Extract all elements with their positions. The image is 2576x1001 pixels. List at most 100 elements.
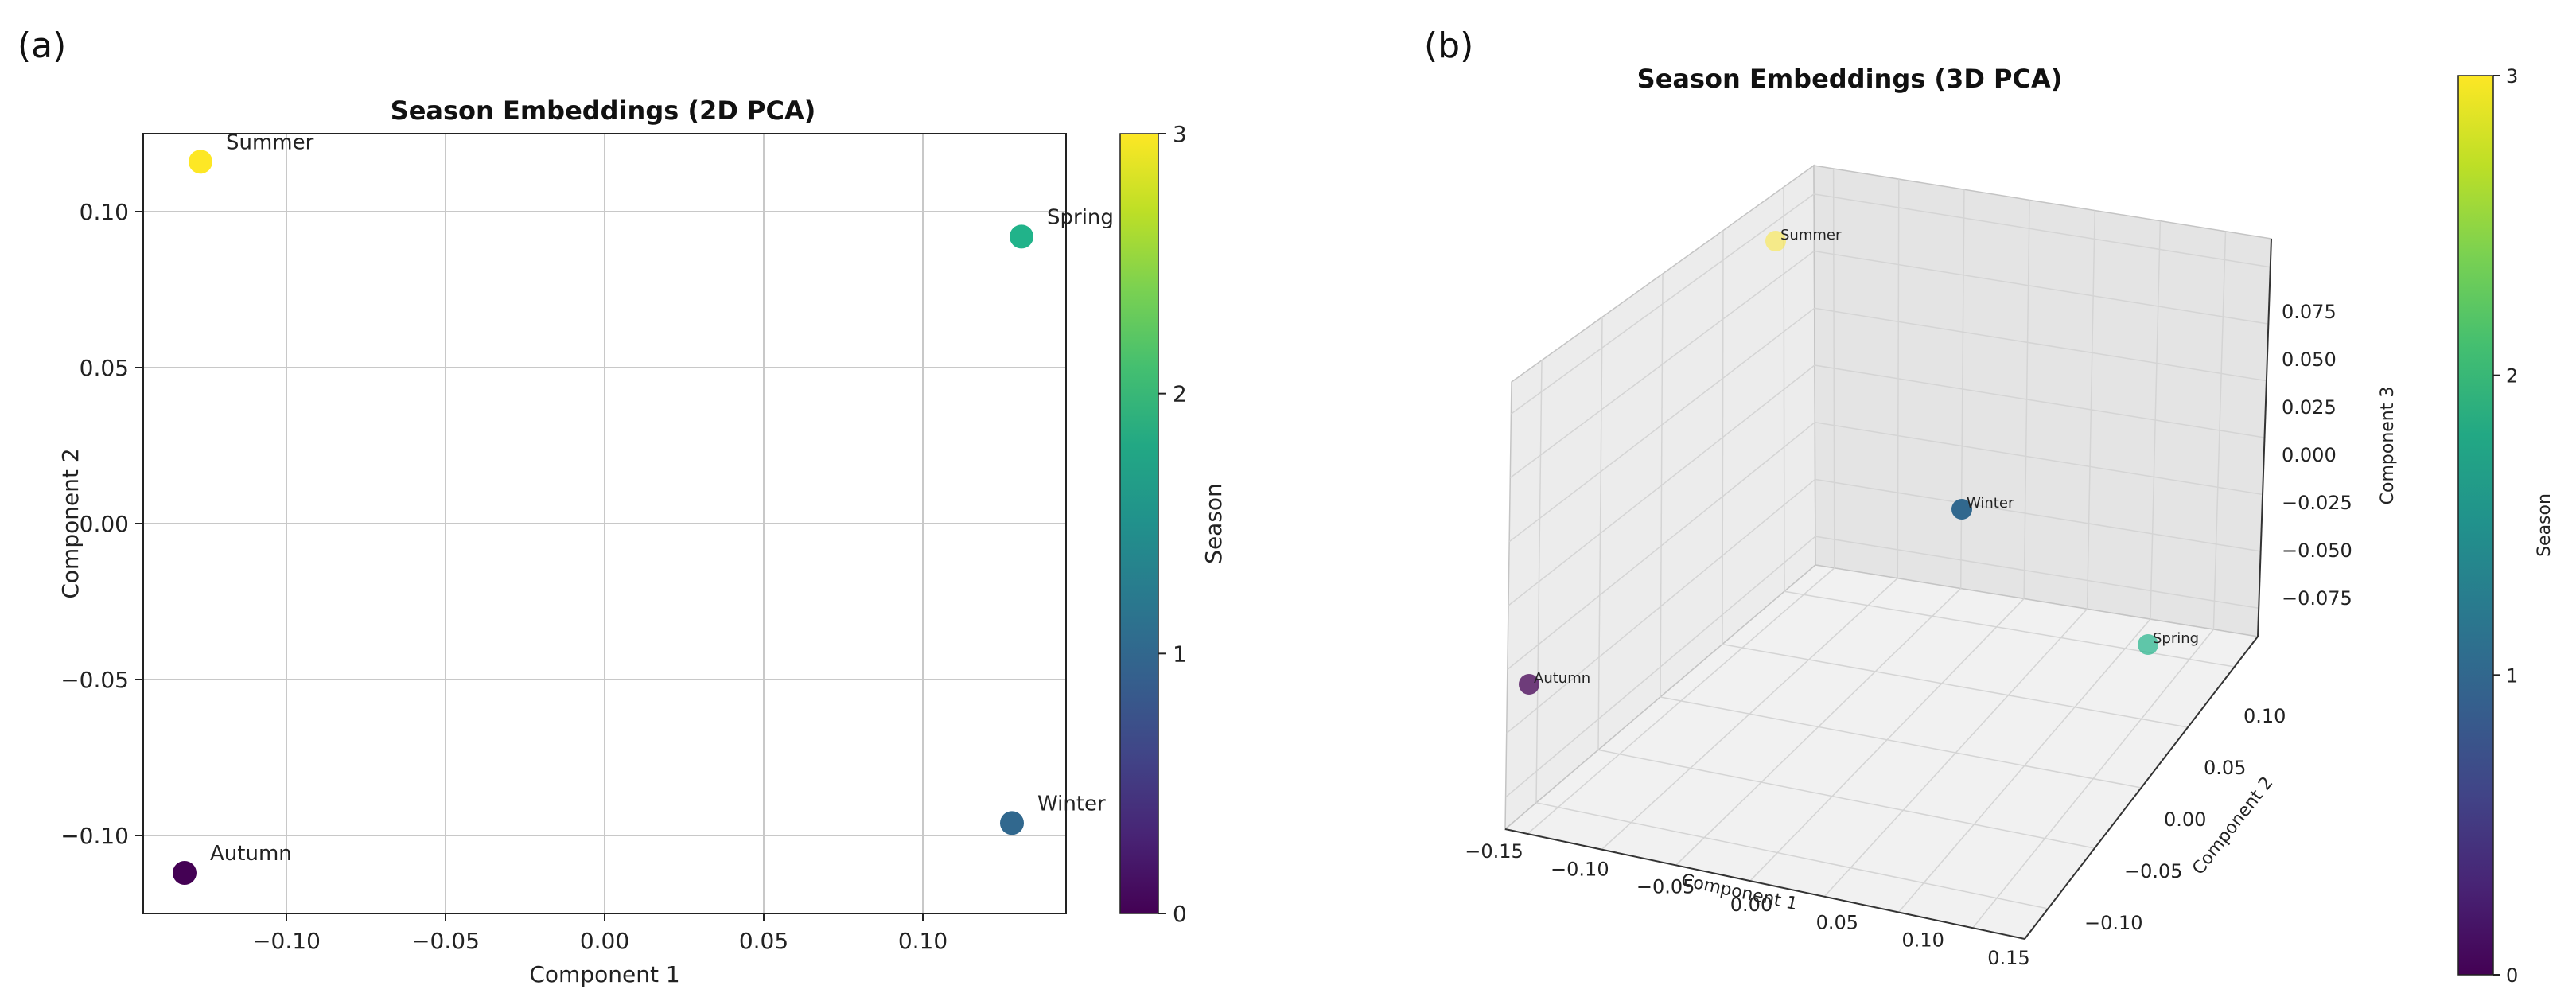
colorbar-ticks-3d: 0 1 2 3: [2493, 65, 2518, 987]
z-ticks-3d: −0.075 −0.050 −0.025 0.000 0.025 0.050 0.075: [2282, 301, 2352, 610]
colorbar-3d: [2457, 75, 2494, 976]
point-label: Winter: [1037, 792, 1106, 816]
z-axis-label-3d: Component 3: [2378, 387, 2398, 505]
point-label: Autumn: [210, 842, 292, 866]
x-axis-label-2d: Component 1: [529, 961, 679, 987]
y-tick-label-3d: −0.05: [2124, 860, 2183, 882]
point-summer: [189, 150, 212, 174]
z-gridline-3d: [1814, 250, 2269, 325]
y-tick-label: −0.05: [60, 667, 129, 693]
point-winter: [1000, 811, 1024, 835]
point-label-3d: Summer: [1780, 227, 1842, 243]
colorbar-tick-label-3d: 1: [2506, 664, 2518, 687]
colorbar-tick-label-3d: 3: [2506, 65, 2518, 88]
point-label: Spring: [1047, 205, 1114, 229]
point-3d-summer: [1765, 231, 1786, 251]
chart-title-3d: Season Embeddings (3D PCA): [1637, 64, 2063, 94]
z-tick-label-3d: 0.025: [2282, 396, 2337, 419]
panel-3d-pca: (b) Season Embeddings (3D PCA) −0.15−0.1…: [1424, 25, 2555, 987]
point-label: Summer: [226, 130, 314, 154]
x-tick-label: −0.10: [252, 928, 321, 954]
x-tick-label: 0.10: [898, 928, 948, 954]
z-gridline-3d: [1508, 364, 1815, 606]
z-gridline-3d: [1815, 536, 2259, 610]
panel-2d-pca: (a) Season Embeddings (2D PCA) −0.10 −0.0…: [18, 25, 1227, 987]
y-gridline-3d: [1722, 643, 2189, 728]
colorbar-tick-label: 0: [1173, 901, 1187, 927]
x-tick-label-3d: −0.15: [1465, 840, 1523, 863]
panel-label-b: (b): [1424, 25, 1473, 66]
y-tick-label: −0.10: [60, 823, 129, 849]
z-tick-label-3d: 0.075: [2282, 301, 2337, 323]
panel-label-a: (a): [18, 25, 66, 66]
y-tick-label: 0.05: [80, 355, 129, 381]
point-3d-spring: [2138, 634, 2158, 655]
colorbar-label-3d: Season: [2535, 493, 2555, 557]
y-tick-label-3d: −0.10: [2084, 912, 2143, 934]
z-gridline-3d: [1508, 307, 1815, 543]
x-tick-label-3d: 0.00: [1730, 894, 1772, 916]
z-gridline-3d: [1507, 422, 1815, 670]
colorbar-label-2d: Season: [1200, 483, 1227, 564]
x-tick-label: 0.05: [739, 928, 788, 954]
colorbar-tick-label: 3: [1173, 121, 1187, 147]
colorbar-tick-label: 1: [1173, 641, 1187, 667]
z-gridline-3d: [1509, 250, 1815, 479]
x-tick-label-3d: 0.15: [1987, 947, 2029, 969]
chart-title-2d: Season Embeddings (2D PCA): [391, 95, 816, 126]
point-label-3d: Winter: [1967, 495, 2014, 512]
y-gridline-3d: [1597, 749, 2095, 849]
y-axis-line-3d: [2024, 636, 2259, 940]
point-label-3d: Autumn: [1534, 670, 1590, 687]
x-ticks-2d: −0.10 −0.05 0.00 0.05 0.10: [252, 913, 948, 954]
points-2d: Summer Spring Winter Autumn: [173, 130, 1114, 886]
x-tick-label: −0.05: [411, 928, 480, 954]
colorbar-tick-label-3d: 2: [2506, 365, 2518, 388]
point-spring: [1010, 224, 1033, 249]
z-axis-line-3d: [2257, 238, 2272, 637]
point-3d-autumn: [1519, 674, 1539, 695]
point-label-3d: Spring: [2153, 630, 2199, 647]
point-3d-winter: [1951, 499, 1972, 520]
y-ticks-3d: −0.10 −0.05 0.00 0.05 0.10: [2084, 705, 2286, 934]
z-gridline-3d: [1815, 421, 2263, 496]
x-tick-label-3d: −0.10: [1551, 858, 1609, 880]
z-gridline-3d: [1505, 536, 1816, 798]
z-tick-label-3d: −0.050: [2282, 539, 2352, 562]
grid-3d: [1505, 168, 2271, 929]
x-axis-line-3d: [1504, 828, 2025, 940]
colorbar-2d: [1119, 133, 1159, 914]
z-gridline-3d: [1814, 193, 2271, 268]
y-axis-label-2d: Component 2: [57, 448, 84, 598]
y-tick-label: 0.10: [80, 199, 129, 225]
z-gridline-3d: [1506, 478, 1816, 734]
x-tick-label-3d: 0.10: [1901, 929, 1944, 952]
colorbar-tick-label: 2: [1173, 381, 1187, 407]
z-gridline-3d: [1814, 364, 2265, 438]
colorbar-ticks-2d: 0 1 2 3: [1158, 121, 1187, 927]
y-tick-label: 0.00: [80, 511, 129, 537]
y-gridline-3d: [1660, 696, 2142, 789]
colorbar-tick-label-3d: 0: [2506, 964, 2518, 987]
points-3d: Summer Winter Spring Autumn: [1519, 227, 2199, 695]
y-gridline-3d: [1784, 590, 2235, 668]
y-ticks-2d: −0.10 −0.05 0.00 0.05 0.10: [60, 199, 143, 849]
x-tick-label: 0.00: [580, 928, 629, 954]
y-tick-label-3d: 0.10: [2243, 705, 2286, 727]
pane-back: [1813, 165, 2272, 637]
z-gridline-3d: [1510, 193, 1815, 415]
y-tick-label-3d: 0.05: [2204, 757, 2246, 779]
z-gridline-3d: [1815, 478, 2261, 552]
z-gridline-3d: [1814, 307, 2267, 382]
z-tick-label-3d: −0.025: [2282, 492, 2352, 514]
x-ticks-3d: −0.15 −0.10 −0.05 0.00 0.05 0.10 0.15: [1465, 840, 2029, 969]
z-tick-label-3d: 0.000: [2282, 444, 2337, 466]
y-tick-label-3d: 0.00: [2164, 808, 2206, 831]
grid-2d: [143, 134, 1066, 913]
y-gridline-3d: [1535, 802, 2049, 909]
x-tick-label-3d: −0.05: [1636, 876, 1695, 898]
point-autumn: [173, 861, 197, 886]
x-tick-label-3d: 0.05: [1816, 911, 1858, 933]
z-tick-label-3d: 0.050: [2282, 349, 2337, 371]
